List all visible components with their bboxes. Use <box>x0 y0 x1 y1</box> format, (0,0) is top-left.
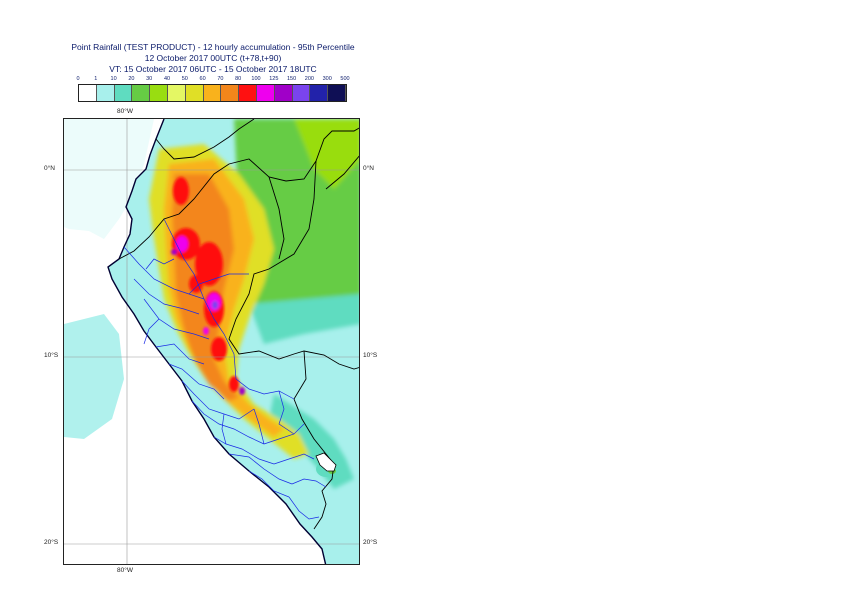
legend-tick-label: 80 <box>235 76 242 82</box>
legend-color-box <box>167 85 186 101</box>
legend-color-box <box>96 85 115 101</box>
legend-tick-label: 40 <box>163 76 171 82</box>
lat-label-20-left: 20°S <box>44 539 59 546</box>
legend-tick-label: 300 <box>322 76 332 82</box>
legend-tick-label: 60 <box>199 76 206 82</box>
legend-color-box <box>203 85 222 101</box>
lat-label-20-right: 20°S <box>363 539 378 546</box>
coastline <box>107 119 327 564</box>
lat-label-0-left: 0°N <box>44 165 55 172</box>
legend-color-box <box>328 85 346 101</box>
legend-tick-labels: 0 1 10 20 30 40 50 60 70 80 100 125 150 200 300 500 <box>76 76 350 84</box>
lon-label-top-outer: 80°W <box>117 108 133 115</box>
lat-label-10-right: 10°S <box>363 352 378 359</box>
lat-label-10-left: 10°S <box>44 352 59 359</box>
ocean-rain-bands <box>64 119 154 439</box>
legend-tick-label: 10 <box>110 76 117 82</box>
legend-color-box <box>239 85 257 101</box>
legend-tick-label: 30 <box>146 76 153 82</box>
lake-titicaca <box>315 452 337 472</box>
legend-color-box <box>292 85 311 101</box>
rainfall-map: 80°W <box>63 118 360 565</box>
legend-tick-label: 150 <box>287 76 297 82</box>
graticule <box>64 119 359 564</box>
legend-color-box <box>132 85 151 101</box>
legend-color-box <box>310 85 329 101</box>
legend-tick-label: 50 <box>181 76 188 82</box>
legend-color-box <box>221 85 240 101</box>
lat-label-0-right: 0°N <box>363 165 374 172</box>
map-title: Point Rainfall (TEST PRODUCT) - 12 hourl… <box>0 42 426 75</box>
title-line-2: 12 October 2017 00UTC (t+78,t+90) <box>144 53 282 63</box>
title-line-3: VT: 15 October 2017 06UTC - 15 October 2… <box>109 64 317 74</box>
legend-tick-label: 1 <box>94 76 98 82</box>
legend-color-box <box>185 85 204 101</box>
legend-color-box <box>274 85 293 101</box>
legend-tick-label: 200 <box>304 76 314 82</box>
legend-tick-label: 125 <box>269 76 279 82</box>
legend-tick-label: 70 <box>217 76 224 82</box>
legend-tick-label: 100 <box>251 76 261 82</box>
legend-color-box <box>79 85 97 101</box>
legend-tick-label: 500 <box>340 76 350 82</box>
legend-color-boxes <box>78 84 347 102</box>
legend-color-box <box>114 85 133 101</box>
rainfall-map-canvas <box>64 119 359 564</box>
lon-label-bottom: 80°W <box>117 567 133 574</box>
title-line-1: Point Rainfall (TEST PRODUCT) - 12 hourl… <box>71 42 355 52</box>
country-borders <box>118 119 359 530</box>
regional-boundaries <box>123 218 327 520</box>
color-legend: 0 1 10 20 30 40 50 60 70 80 100 125 150 200 300 500 <box>76 76 350 102</box>
legend-color-box <box>256 85 275 101</box>
legend-tick-label: 0 <box>76 76 80 82</box>
legend-color-box <box>150 85 168 101</box>
legend-tick-label: 20 <box>128 76 135 82</box>
